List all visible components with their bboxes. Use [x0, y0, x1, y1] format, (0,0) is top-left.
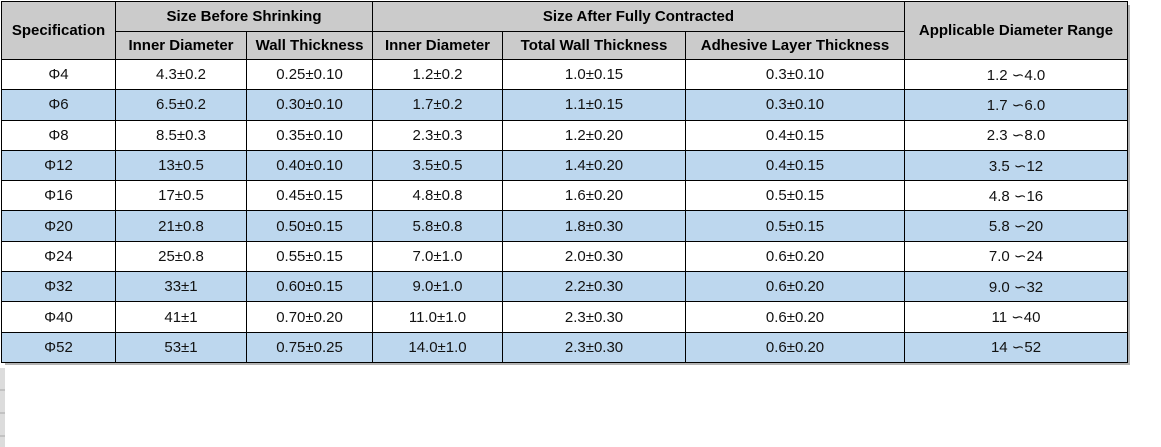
data-cell[interactable]: 1.7±0.2 [372, 89, 503, 121]
data-cell[interactable]: 0.30±0.10 [246, 89, 373, 121]
spec-cell[interactable]: Φ6 [1, 89, 116, 121]
data-cell[interactable]: 0.6±0.20 [685, 240, 905, 273]
header-size-before-shrinking[interactable]: Size Before Shrinking [115, 1, 373, 32]
data-cell[interactable]: 5.8 ∽20 [904, 210, 1128, 242]
data-cell[interactable]: 0.60±0.15 [246, 271, 373, 303]
data-cell[interactable]: 0.6±0.20 [685, 301, 905, 333]
data-cell[interactable]: 1.2±0.2 [372, 58, 503, 91]
data-cell[interactable]: 1.6±0.20 [502, 180, 686, 212]
specification-table: Specification Size Before Shrinking Size… [1, 1, 1128, 363]
data-cell[interactable]: 0.4±0.15 [685, 149, 905, 182]
data-cell[interactable]: 41±1 [115, 301, 247, 333]
data-cell[interactable]: 2.0±0.30 [502, 240, 686, 273]
header-applicable-diameter-range[interactable]: Applicable Diameter Range [904, 1, 1128, 60]
data-cell[interactable]: 53±1 [115, 331, 247, 363]
spec-cell[interactable]: Φ24 [1, 240, 116, 273]
data-cell[interactable]: 4.8 ∽16 [904, 180, 1128, 212]
header-before-wall-thickness[interactable]: Wall Thickness [246, 31, 373, 60]
data-cell[interactable]: 33±1 [115, 271, 247, 303]
header-after-total-wall-thickness[interactable]: Total Wall Thickness [502, 31, 686, 60]
data-cell[interactable]: 0.45±0.15 [246, 180, 373, 212]
table-row: Φ32 33±1 0.60±0.15 9.0±1.0 2.2±0.30 0.6±0.20 9… [1, 271, 1128, 303]
spec-cell[interactable]: Φ40 [1, 301, 116, 333]
data-cell[interactable]: 5.8±0.8 [372, 210, 503, 242]
header-size-after-contracted[interactable]: Size After Fully Contracted [372, 1, 905, 32]
table-row: Φ6 6.5±0.2 0.30±0.10 1.7±0.2 1.1±0.15 0.3±0.1… [1, 89, 1128, 121]
data-cell[interactable]: 1.7 ∽6.0 [904, 89, 1128, 121]
data-cell[interactable]: 0.3±0.10 [685, 58, 905, 91]
data-cell[interactable]: 0.50±0.15 [246, 210, 373, 242]
data-cell[interactable]: 0.35±0.10 [246, 119, 373, 151]
data-cell[interactable]: 2.3±0.30 [502, 301, 686, 333]
data-cell[interactable]: 6.5±0.2 [115, 89, 247, 121]
data-cell[interactable]: 1.4±0.20 [502, 149, 686, 182]
data-cell[interactable]: 3.5 ∽12 [904, 149, 1128, 182]
spec-cell[interactable]: Φ20 [1, 210, 116, 242]
data-cell[interactable]: 2.3±0.3 [372, 119, 503, 151]
data-cell[interactable]: 1.1±0.15 [502, 89, 686, 121]
table-row: Φ24 25±0.8 0.55±0.15 7.0±1.0 2.0±0.30 0.6±0.2… [1, 240, 1128, 273]
spec-cell[interactable]: Φ32 [1, 271, 116, 303]
data-cell[interactable]: 14.0±1.0 [372, 331, 503, 363]
data-cell[interactable]: 25±0.8 [115, 240, 247, 273]
table-row: Φ12 13±0.5 0.40±0.10 3.5±0.5 1.4±0.20 0.4±0.1… [1, 149, 1128, 182]
data-cell[interactable]: 11 ∽40 [904, 301, 1128, 333]
header-before-inner-diameter[interactable]: Inner Diameter [115, 31, 247, 60]
data-cell[interactable]: 0.5±0.15 [685, 210, 905, 242]
data-cell[interactable]: 2.3 ∽8.0 [904, 119, 1128, 151]
header-sub-row: Inner Diameter Wall Thickness Inner Diam… [2, 31, 1128, 60]
data-cell[interactable]: 14 ∽52 [904, 331, 1128, 363]
table-row: Φ8 8.5±0.3 0.35±0.10 2.3±0.3 1.2±0.20 0.4±0.1… [1, 119, 1128, 151]
data-cell[interactable]: 17±0.5 [115, 180, 247, 212]
table-row: Φ40 41±1 0.70±0.20 11.0±1.0 2.3±0.30 0.6±0.20… [1, 301, 1128, 333]
data-cell[interactable]: 0.6±0.20 [685, 271, 905, 303]
data-cell[interactable]: 1.2 ∽4.0 [904, 58, 1128, 91]
data-cell[interactable]: 0.5±0.15 [685, 180, 905, 212]
data-cell[interactable]: 0.3±0.10 [685, 89, 905, 121]
spec-cell[interactable]: Φ12 [1, 149, 116, 182]
data-cell[interactable]: 1.8±0.30 [502, 210, 686, 242]
data-cell[interactable]: 9.0±1.0 [372, 271, 503, 303]
data-cell[interactable]: 0.75±0.25 [246, 331, 373, 363]
data-cell[interactable]: 4.8±0.8 [372, 180, 503, 212]
data-cell[interactable]: 0.6±0.20 [685, 331, 905, 363]
data-cell[interactable]: 1.0±0.15 [502, 58, 686, 91]
spec-cell[interactable]: Φ52 [1, 331, 116, 363]
data-cell[interactable]: 0.25±0.10 [246, 58, 373, 91]
header-specification[interactable]: Specification [1, 1, 116, 60]
table-row: Φ52 53±1 0.75±0.25 14.0±1.0 2.3±0.30 0.6±0.20… [1, 331, 1128, 363]
table-row: Φ16 17±0.5 0.45±0.15 4.8±0.8 1.6±0.20 0.5±0.1… [1, 180, 1128, 212]
data-cell[interactable]: 13±0.5 [115, 149, 247, 182]
spec-cell[interactable]: Φ16 [1, 180, 116, 212]
table-row: Φ20 21±0.8 0.50±0.15 5.8±0.8 1.8±0.30 0.5±0.1… [1, 210, 1128, 242]
data-cell[interactable]: 1.2±0.20 [502, 119, 686, 151]
spec-cell[interactable]: Φ4 [1, 58, 116, 91]
data-cell[interactable]: 3.5±0.5 [372, 149, 503, 182]
data-cell[interactable]: 7.0±1.0 [372, 240, 503, 273]
table-body: Φ4 4.3±0.2 0.25±0.10 1.2±0.2 1.0±0.15 0.3±0.1… [1, 58, 1128, 363]
table-header: Specification Size Before Shrinking Size… [1, 1, 1128, 60]
data-cell[interactable]: 7.0 ∽24 [904, 240, 1128, 273]
data-cell[interactable]: 0.70±0.20 [246, 301, 373, 333]
spec-cell[interactable]: Φ8 [1, 119, 116, 151]
data-cell[interactable]: 8.5±0.3 [115, 119, 247, 151]
data-cell[interactable]: 11.0±1.0 [372, 301, 503, 333]
header-after-inner-diameter[interactable]: Inner Diameter [372, 31, 503, 60]
data-cell[interactable]: 4.3±0.2 [115, 58, 247, 91]
data-cell[interactable]: 2.2±0.30 [502, 271, 686, 303]
table-row: Φ4 4.3±0.2 0.25±0.10 1.2±0.2 1.0±0.15 0.3±0.1… [1, 58, 1128, 91]
data-cell[interactable]: 9.0 ∽32 [904, 271, 1128, 303]
data-cell[interactable]: 0.55±0.15 [246, 240, 373, 273]
data-cell[interactable]: 21±0.8 [115, 210, 247, 242]
header-after-adhesive-layer-thickness[interactable]: Adhesive Layer Thickness [685, 31, 905, 60]
data-cell[interactable]: 0.4±0.15 [685, 119, 905, 151]
data-cell[interactable]: 2.3±0.30 [502, 331, 686, 363]
header-group-row: Specification Size Before Shrinking Size… [1, 1, 1128, 60]
spreadsheet-row-header-strip [0, 368, 5, 447]
data-cell[interactable]: 0.40±0.10 [246, 149, 373, 182]
